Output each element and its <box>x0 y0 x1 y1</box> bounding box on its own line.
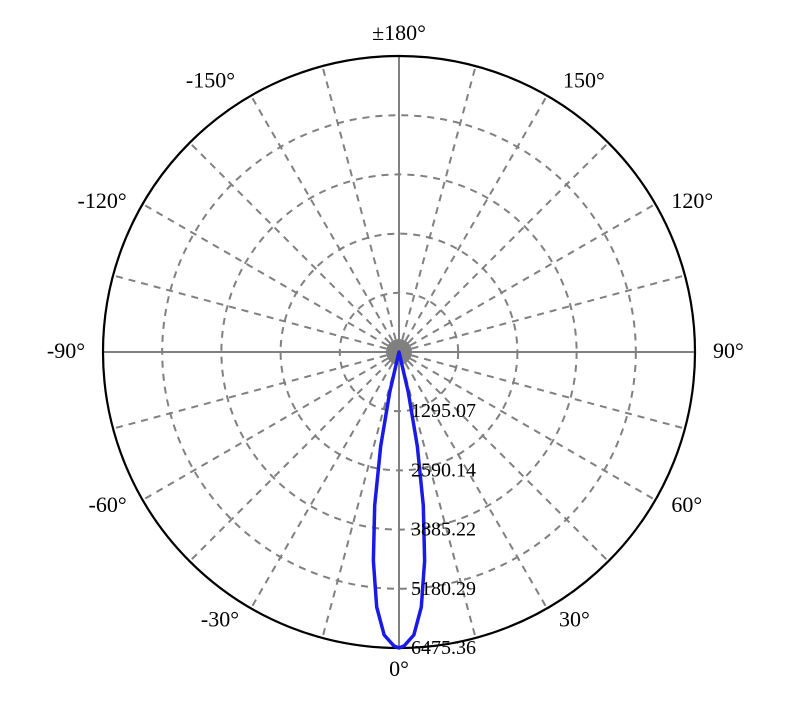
angle-label: 60° <box>671 492 702 517</box>
angle-label: -90° <box>47 338 85 363</box>
angle-label: -120° <box>78 188 127 213</box>
angle-label: -150° <box>186 68 235 93</box>
angle-label: -60° <box>89 492 127 517</box>
angle-label: 120° <box>671 188 713 213</box>
angle-label: 150° <box>563 68 605 93</box>
radial-label: 6475.36 <box>411 637 476 659</box>
angle-label: 90° <box>713 338 744 363</box>
radial-label: 2590.14 <box>411 459 476 481</box>
angle-label: ±180° <box>372 20 426 45</box>
polar-chart: 1295.07 2590.14 3885.22 5180.29 6475.36 ±180°… <box>0 0 799 710</box>
angle-label: -30° <box>201 606 239 631</box>
radial-label: 1295.07 <box>411 400 476 422</box>
angle-label: 30° <box>559 606 590 631</box>
radial-label: 5180.29 <box>411 578 476 600</box>
angle-label: 0° <box>389 656 409 681</box>
radial-label: 3885.22 <box>411 519 476 541</box>
